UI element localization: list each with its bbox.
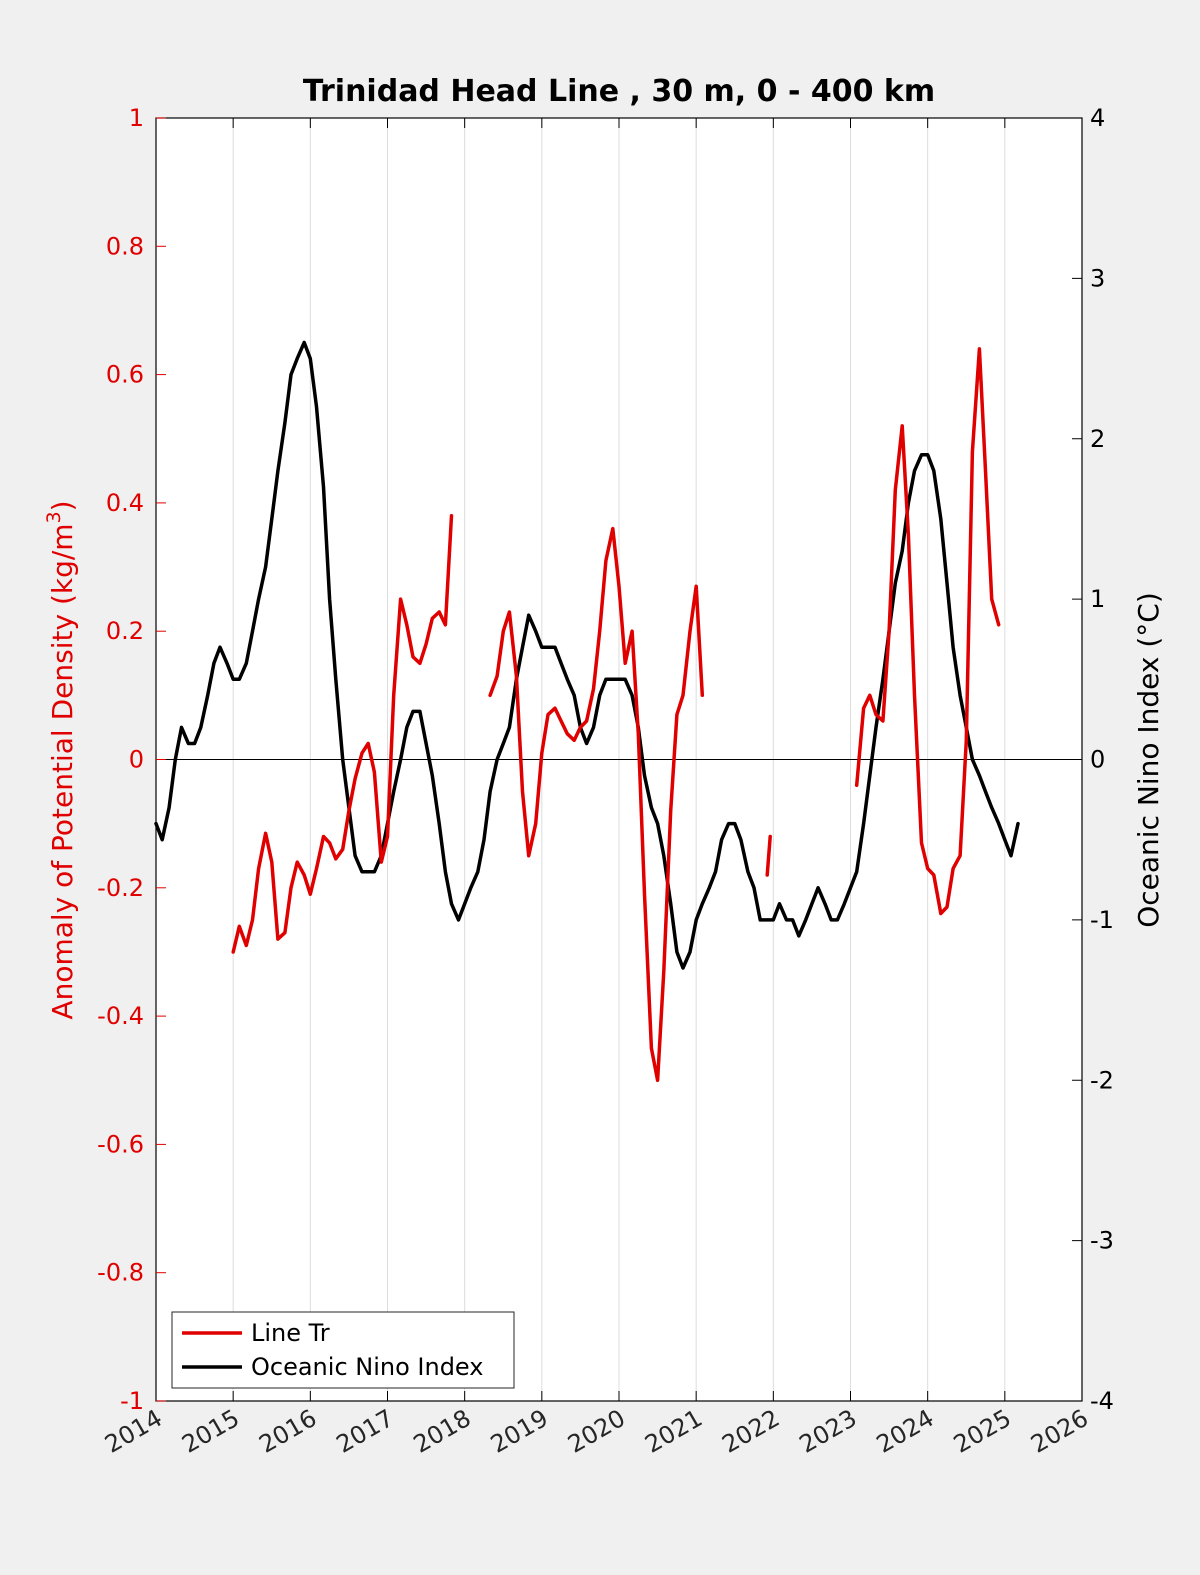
- y-right-tick-label: -3: [1090, 1227, 1114, 1255]
- y-axis-left-label-text: Anomaly of Potential Density (kg/m: [46, 523, 79, 1019]
- y-left-tick-label: 0.8: [106, 232, 144, 260]
- series-oni-segment: [154, 340, 1020, 970]
- y-right-tick-label: -2: [1090, 1066, 1114, 1094]
- y-left-tick-label: 0: [129, 746, 144, 774]
- y-left-tick-label: -0.4: [97, 1002, 144, 1030]
- y-left-tick-label: 1: [129, 104, 144, 132]
- y-left-tick-label: -0.6: [97, 1130, 144, 1158]
- chart-title: Trinidad Head Line , 30 m, 0 - 400 km: [303, 74, 935, 109]
- y-left-tick-label: -0.2: [97, 874, 144, 902]
- y-right-tick-label: 1: [1090, 585, 1105, 613]
- y-left-tick-label: -0.8: [97, 1259, 144, 1287]
- y-left-tick-label: -1: [120, 1387, 144, 1415]
- legend: Line Tr Oceanic Nino Index: [171, 1311, 515, 1389]
- legend-box: [171, 1311, 515, 1389]
- legend-label-oni: Oceanic Nino Index: [251, 1353, 483, 1381]
- y-right-tick-label: 3: [1090, 264, 1105, 292]
- legend-label-line-tr: Line Tr: [251, 1319, 330, 1347]
- y-axis-right-label: Oceanic Nino Index (°C): [1132, 592, 1165, 928]
- y-axis-left-label-superscript: 3: [43, 511, 65, 523]
- y-axis-left-label-close: ): [46, 500, 79, 511]
- series-line-tr-segment: [231, 513, 454, 954]
- y-left-tick-label: 0.2: [106, 617, 144, 645]
- y-right-tick-label: -4: [1090, 1387, 1114, 1415]
- y-right-tick-label: 4: [1090, 104, 1105, 132]
- series-layer: [154, 340, 1020, 1083]
- series-line-tr-segment: [488, 526, 705, 1083]
- y-axis-left-label: Anomaly of Potential Density (kg/m3): [43, 500, 79, 1019]
- series-line-tr-segment: [765, 834, 772, 877]
- y-right-tick-label: 0: [1090, 746, 1105, 774]
- series-line-tr-segment: [854, 347, 1001, 916]
- y-left-tick-label: 0.4: [106, 489, 144, 517]
- y-right-tick-label: 2: [1090, 425, 1105, 453]
- y-left-tick-label: 0.6: [106, 361, 144, 389]
- y-right-tick-label: -1: [1090, 906, 1114, 934]
